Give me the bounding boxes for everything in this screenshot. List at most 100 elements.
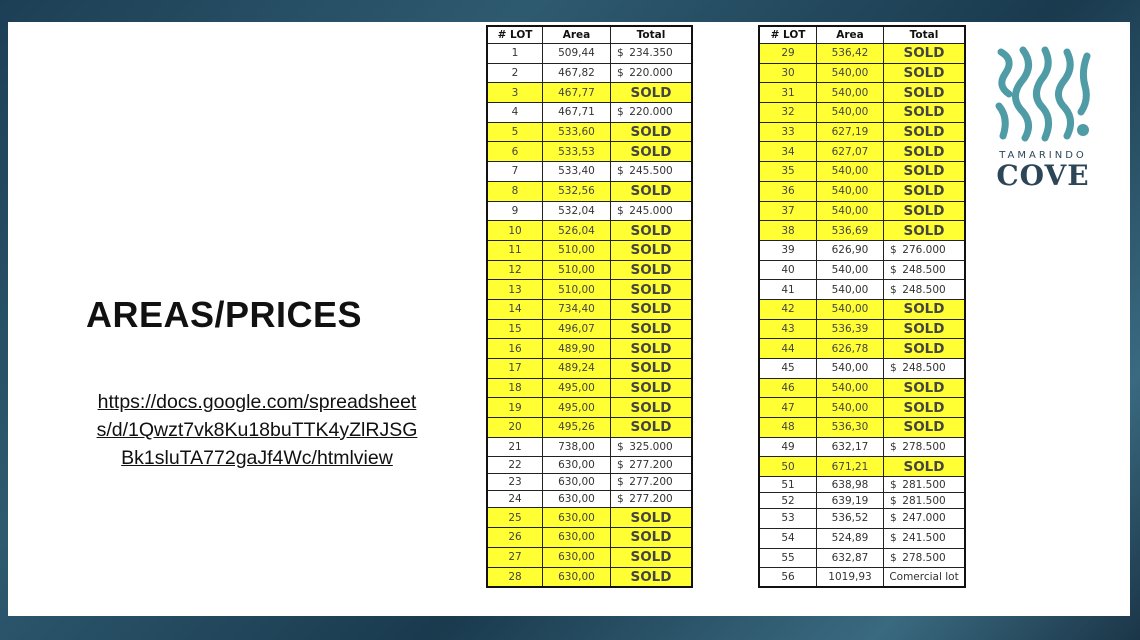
lot-number: 11 xyxy=(486,239,543,261)
lot-number: 50 xyxy=(758,456,817,478)
table-row: 23 630,00 $277.200 xyxy=(486,473,693,492)
table-row: 42 540,00 SOLD xyxy=(758,298,966,320)
lot-area: 540,00 xyxy=(816,161,884,182)
sold-label: SOLD xyxy=(610,527,693,548)
lot-number: 29 xyxy=(758,43,817,64)
lot-price: $245.500 xyxy=(610,161,693,182)
lot-area: 630,00 xyxy=(542,546,611,568)
wave-pattern-icon xyxy=(995,46,1091,142)
table-row: 37 540,00 SOLD xyxy=(758,200,966,222)
table-row: 5 533,60 SOLD xyxy=(486,121,693,143)
table-row: 54 524,89 $241.500 xyxy=(758,527,966,549)
lot-area: 536,30 xyxy=(816,417,884,438)
currency-symbol: $ xyxy=(617,165,624,178)
lot-number: 53 xyxy=(758,508,817,529)
currency-symbol: $ xyxy=(617,47,624,60)
table-row: 39 626,90 $276.000 xyxy=(758,239,966,261)
lot-number: 2 xyxy=(486,62,543,84)
lot-number: 49 xyxy=(758,436,817,458)
lot-number: 40 xyxy=(758,259,817,281)
price-value: 248.500 xyxy=(902,263,946,276)
currency-symbol: $ xyxy=(890,283,897,296)
lot-number: 30 xyxy=(758,62,817,84)
sold-label: SOLD xyxy=(883,397,966,419)
lot-number: 31 xyxy=(758,82,817,104)
lot-number: 10 xyxy=(486,220,543,241)
currency-symbol: $ xyxy=(890,551,897,564)
lot-number: 3 xyxy=(486,82,543,104)
sold-label: SOLD xyxy=(883,62,966,84)
table-row: 18 495,00 SOLD xyxy=(486,377,693,399)
table-row: 22 630,00 $277.200 xyxy=(486,456,693,475)
lot-number: 1 xyxy=(486,43,543,64)
sold-label: SOLD xyxy=(610,546,693,568)
table-row: 6 533,53 SOLD xyxy=(486,141,693,163)
lot-number: 35 xyxy=(758,161,817,182)
table-row: 48 536,30 SOLD xyxy=(758,417,966,438)
table-row: 20 495,26 SOLD xyxy=(486,417,693,438)
currency-symbol: $ xyxy=(890,244,897,257)
price-value: 276.000 xyxy=(902,244,946,257)
lot-area: 540,00 xyxy=(816,377,884,399)
price-value: 248.500 xyxy=(902,362,946,375)
table-row: 15 496,07 SOLD xyxy=(486,318,693,340)
currency-symbol: $ xyxy=(890,532,897,545)
lot-area: 489,24 xyxy=(542,358,611,379)
table-row: 45 540,00 $248.500 xyxy=(758,358,966,379)
lot-number: 32 xyxy=(758,102,817,123)
sold-label: SOLD xyxy=(883,180,966,202)
lot-price: $277.200 xyxy=(610,456,693,475)
lot-area: 540,00 xyxy=(816,259,884,281)
lot-area: 536,42 xyxy=(816,43,884,64)
table-row: 3 467,77 SOLD xyxy=(486,82,693,104)
lot-area: 540,00 xyxy=(816,82,884,104)
price-value: 248.500 xyxy=(902,283,946,296)
table-row: 31 540,00 SOLD xyxy=(758,82,966,104)
lot-number: 43 xyxy=(758,318,817,340)
currency-symbol: $ xyxy=(617,493,624,506)
sold-label: SOLD xyxy=(610,180,693,202)
table-row: 29 536,42 SOLD xyxy=(758,43,966,64)
table-row: 56 1019,93 Comercial lot xyxy=(758,567,966,588)
lot-area: 496,07 xyxy=(542,318,611,340)
table-row: 43 536,39 SOLD xyxy=(758,318,966,340)
table-row: 30 540,00 SOLD xyxy=(758,62,966,84)
table-row: 50 671,21 SOLD xyxy=(758,456,966,478)
table-row: 52 639,19 $281.500 xyxy=(758,492,966,510)
lot-number: 47 xyxy=(758,397,817,419)
table-row: 14 734,40 SOLD xyxy=(486,298,693,320)
lot-area: 524,89 xyxy=(816,527,884,549)
lot-area: 495,26 xyxy=(542,417,611,438)
lot-price: $325.000 xyxy=(610,436,693,458)
lot-number: 38 xyxy=(758,220,817,241)
lot-number: 12 xyxy=(486,259,543,281)
price-value: 278.500 xyxy=(902,441,946,454)
table-row: 16 489,90 SOLD xyxy=(486,338,693,359)
lot-number: 26 xyxy=(486,527,543,548)
logo-cove: COVE xyxy=(996,159,1090,192)
lot-area: 671,21 xyxy=(816,456,884,478)
currency-symbol: $ xyxy=(617,476,624,489)
lot-number: 18 xyxy=(486,377,543,399)
table-row: 4 467,71 $220.000 xyxy=(486,102,693,123)
spreadsheet-link[interactable]: https://docs.google.com/spreadsheets/d/1… xyxy=(96,391,418,469)
lot-area: 540,00 xyxy=(816,62,884,84)
table-row: 41 540,00 $248.500 xyxy=(758,279,966,300)
lot-number: 23 xyxy=(486,473,543,492)
currency-symbol: $ xyxy=(617,441,624,454)
sold-label: SOLD xyxy=(610,377,693,399)
table-row: 1 509,44 $234.350 xyxy=(486,43,693,64)
price-value: 220.000 xyxy=(629,106,673,119)
currency-symbol: $ xyxy=(617,106,624,119)
sold-label: SOLD xyxy=(883,200,966,222)
table-row: 44 626,78 SOLD xyxy=(758,338,966,359)
sold-label: SOLD xyxy=(883,318,966,340)
sold-label: SOLD xyxy=(883,121,966,143)
price-value: 247.000 xyxy=(902,512,946,525)
sold-label: SOLD xyxy=(610,141,693,163)
table-row: 8 532,56 SOLD xyxy=(486,180,693,202)
sold-label: SOLD xyxy=(610,298,693,320)
lot-number: 55 xyxy=(758,547,817,569)
logo-tamarindo: TAMARINDO xyxy=(999,150,1087,161)
sold-label: SOLD xyxy=(610,220,693,241)
